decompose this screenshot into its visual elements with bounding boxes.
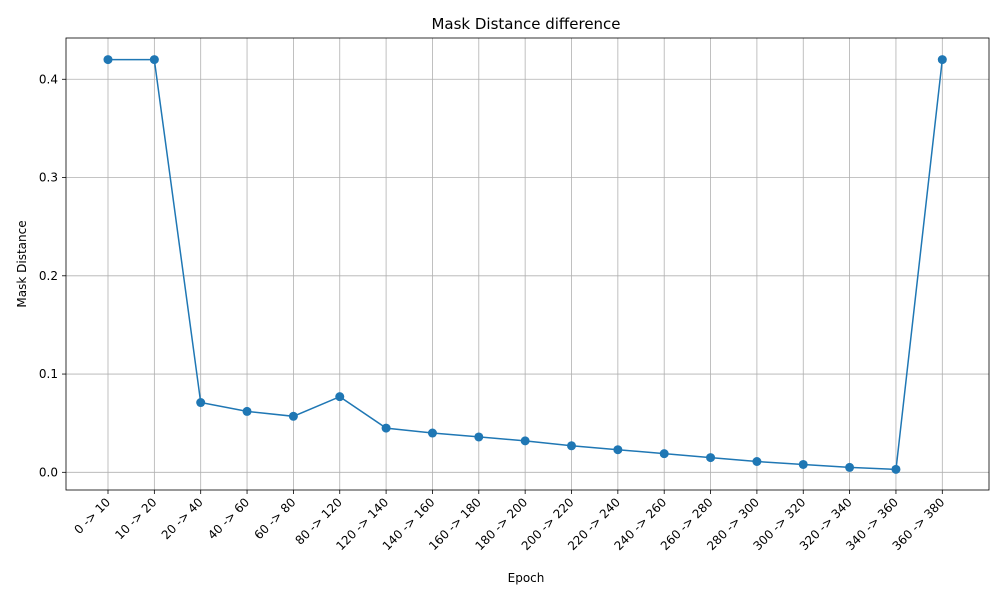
data-point xyxy=(103,55,113,65)
data-point xyxy=(567,441,576,451)
data-point xyxy=(196,398,206,408)
data-point xyxy=(706,453,716,463)
y-tick-label: 0.1 xyxy=(39,367,58,381)
x-axis: 0 -> 10 10 -> 20 20 -> 40 40 -> 60 60 -> 808… xyxy=(71,490,947,553)
data-point xyxy=(381,423,391,433)
y-axis: 0.0 0.1 0.2 0.3 0.4 xyxy=(39,72,66,479)
data-point xyxy=(242,406,252,416)
data-point xyxy=(335,392,345,402)
data-point xyxy=(937,55,947,65)
x-tick-label: 20 -> 40 xyxy=(159,495,206,542)
plot-frame xyxy=(65,37,990,491)
x-tick-label: 10 -> 20 xyxy=(112,495,159,542)
chart-title: Mask Distance difference xyxy=(431,15,620,33)
x-tick-label: 0 -> 10 xyxy=(71,495,113,537)
data-point xyxy=(149,55,159,65)
data-point xyxy=(520,436,530,446)
x-tick-label: 60 -> 80 xyxy=(251,495,298,542)
y-tick-label: 0.2 xyxy=(39,269,58,283)
grid xyxy=(66,38,989,490)
x-axis-label: Epoch xyxy=(508,571,545,585)
data-point xyxy=(613,445,623,455)
y-axis-label: Mask Distance xyxy=(15,220,29,307)
y-tick-label: 0.3 xyxy=(39,171,58,185)
data-point xyxy=(845,462,855,472)
data-point xyxy=(427,428,437,438)
x-tick-label: 40 -> 60 xyxy=(205,495,252,542)
y-tick-label: 0.0 xyxy=(39,465,58,479)
data-point xyxy=(288,411,298,421)
data-point xyxy=(891,464,901,474)
series xyxy=(103,55,947,474)
data-point xyxy=(798,459,808,469)
data-point xyxy=(474,432,484,442)
y-tick-label: 0.4 xyxy=(39,72,58,86)
data-point xyxy=(752,457,762,467)
data-point xyxy=(659,449,669,459)
